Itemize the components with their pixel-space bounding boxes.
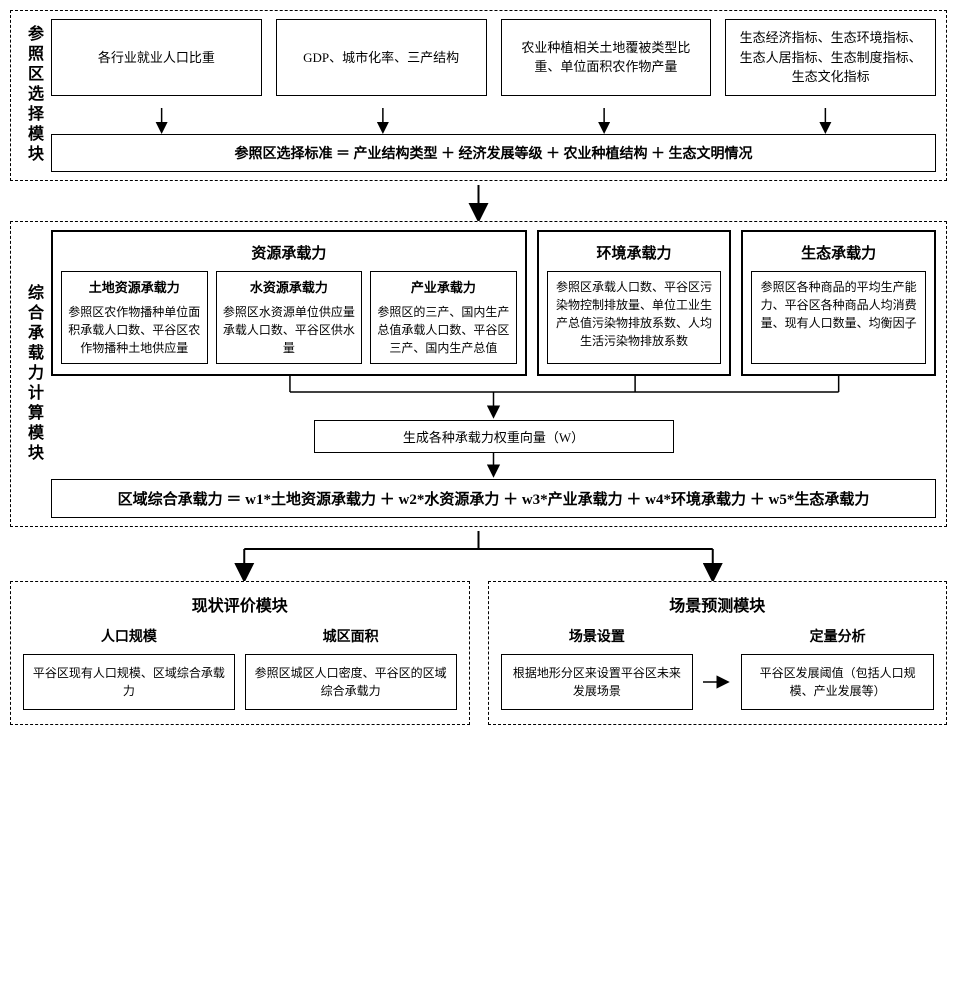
module3-title: 现状评价模块 [23,592,457,616]
box-industry-employment: 各行业就业人口比重 [51,19,262,96]
group-resource-capacity: 资源承载力 土地资源承载力 参照区农作物播种单位面积承载人口数、平谷区农作物播种… [51,230,527,377]
module1-formula: 参照区选择标准 ＝ 产业结构类型 ＋ 经济发展等级 ＋ 农业种植结构 ＋ 生态文… [51,134,936,172]
box-industry-capacity: 产业承载力 参照区的三产、国内生产总值承载人口数、平谷区三产、国内生产总值 [370,271,517,365]
box-gdp-urban: GDP、城市化率、三产结构 [276,19,487,96]
bottom-modules: 现状评价模块 人口规模 平谷区现有人口规模、区域综合承载力 城区面积 参照区城区… [10,581,947,725]
arrow-scenario-to-quant [703,626,731,710]
box-eco-capacity: 参照区各种商品的平均生产能力、平谷区各种商品人均消费量、现有人口数量、均衡因子 [751,271,926,365]
g1-title: 资源承载力 [61,238,517,271]
group-env-capacity: 环境承载力 参照区承载人口数、平谷区污染物控制排放量、单位工业生产总值污染物排放… [537,230,732,377]
col-quant-analysis: 定量分析 平谷区发展阈值（包括人口规模、产业发展等） [741,626,934,710]
group-eco-capacity: 生态承载力 参照区各种商品的平均生产能力、平谷区各种商品人均消费量、现有人口数量… [741,230,936,377]
module-status-eval: 现状评价模块 人口规模 平谷区现有人口规模、区域综合承载力 城区面积 参照区城区… [10,581,470,725]
module2-label: 综合承载力计算模块 [21,230,51,519]
converge-arrows [51,376,936,420]
flowchart-root: 参照区选择模块 各行业就业人口比重 GDP、城市化率、三产结构 农业种植相关土地… [10,10,947,725]
box-land-capacity: 土地资源承载力 参照区农作物播种单位面积承载人口数、平谷区农作物播种土地供应量 [61,271,208,365]
g3-title: 生态承载力 [751,238,926,271]
box-eco-indicators: 生态经济指标、生态环境指标、生态人居指标、生态制度指标、生态文化指标 [725,19,936,96]
g2-title: 环境承载力 [547,238,722,271]
col-urban-area: 城区面积 参照区城区人口密度、平谷区的区域综合承载力 [245,626,457,710]
arrow-m1-to-m2 [10,185,947,221]
capacity-groups: 资源承载力 土地资源承载力 参照区农作物播种单位面积承载人口数、平谷区农作物播种… [51,230,936,377]
box-agri-land: 农业种植相关土地覆被类型比重、单位面积农作物产量 [501,19,712,96]
arrow-weight-to-formula [51,453,936,479]
module4-title: 场景预测模块 [501,592,935,616]
box-water-capacity: 水资源承载力 参照区水资源单位供应量承载人口数、平谷区供水量 [216,271,363,365]
col-scenario-setting: 场景设置 根据地形分区来设置平谷区未来发展场景 [501,626,694,710]
arrows-4-down [51,108,936,134]
module-capacity-calc: 综合承载力计算模块 资源承载力 土地资源承载力 参照区农作物播种单位面积承载人口… [10,221,947,528]
box-env-capacity: 参照区承载人口数、平谷区污染物控制排放量、单位工业生产总值污染物排放系数、人均生… [547,271,722,365]
module-scenario-predict: 场景预测模块 场景设置 根据地形分区来设置平谷区未来发展场景 定量分析 平谷区发… [488,581,948,725]
module-reference-selection: 参照区选择模块 各行业就业人口比重 GDP、城市化率、三产结构 农业种植相关土地… [10,10,947,181]
module1-label: 参照区选择模块 [21,19,51,172]
module1-top-row: 各行业就业人口比重 GDP、城市化率、三产结构 农业种植相关土地覆被类型比重、单… [51,19,936,96]
arrow-branch [10,531,947,581]
weight-vector-box: 生成各种承载力权重向量（W） [314,420,674,453]
module2-formula: 区域综合承载力 ＝ w1*土地资源承载力 ＋ w2*水资源承力 ＋ w3*产业承… [51,479,936,518]
col-population: 人口规模 平谷区现有人口规模、区域综合承载力 [23,626,235,710]
